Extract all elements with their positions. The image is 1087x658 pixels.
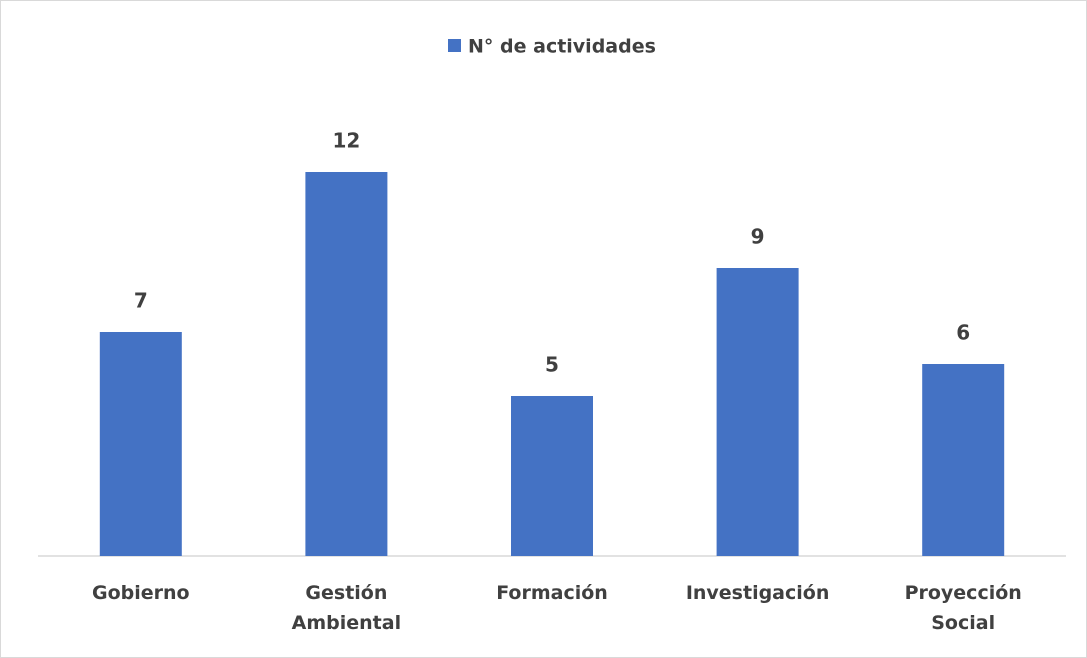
data-label: 5 [545, 353, 559, 377]
data-label: 6 [956, 321, 970, 345]
bar [305, 172, 388, 556]
bar [511, 396, 593, 556]
data-label: 12 [332, 129, 360, 153]
x-tick-label: Proyección Social [904, 582, 1022, 634]
legend-label: N° de actividades [468, 36, 656, 58]
data-label: 9 [751, 225, 765, 249]
legend-swatch [448, 39, 461, 52]
bar [99, 332, 182, 556]
x-tick-label: Formación [496, 582, 608, 604]
bar [716, 268, 799, 556]
bar [922, 364, 1005, 556]
x-tick-label: Gobierno [91, 582, 190, 604]
x-tick-label: Gestión Ambiental [291, 582, 402, 634]
x-tick-label: Investigación [685, 582, 830, 604]
data-label: 7 [134, 289, 148, 313]
